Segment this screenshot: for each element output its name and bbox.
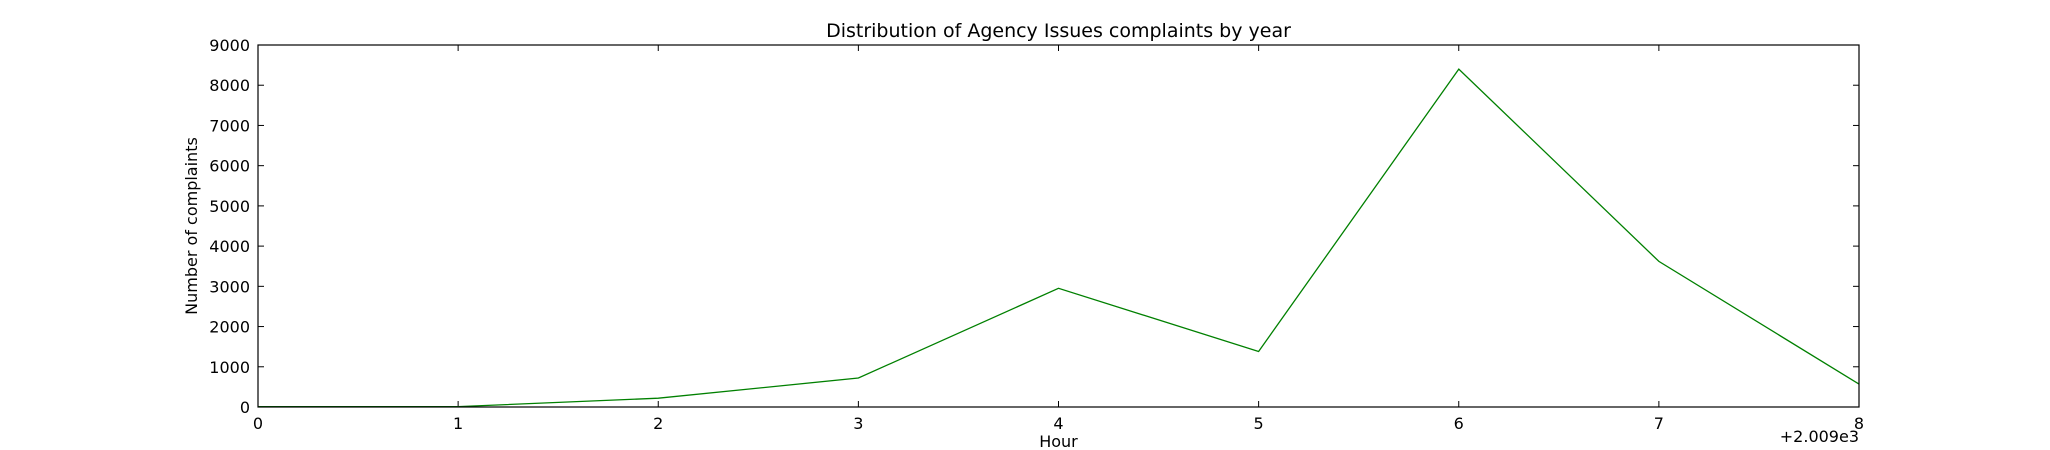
y-axis-label: Number of complaints — [182, 137, 201, 315]
x-tick-label: 3 — [853, 414, 863, 433]
y-tick-label: 4000 — [209, 237, 250, 256]
y-tick-label: 2000 — [209, 318, 250, 337]
x-tick-label: 4 — [1053, 414, 1063, 433]
axis-ticks: 0 1 2 3 4 5 6 7 8 0 1000 2000 3000 4000 5000 6000 7000 80… — [209, 36, 1864, 433]
x-axis-offset-label: +2.009e3 — [1780, 427, 1859, 446]
y-tick-label: 7000 — [209, 116, 250, 135]
y-tick-label: 1000 — [209, 358, 250, 377]
x-tick-label: 1 — [453, 414, 463, 433]
y-tick-label: 5000 — [209, 197, 250, 216]
x-axis-label: Hour — [1039, 432, 1078, 450]
x-tick-label: 2 — [653, 414, 663, 433]
chart-title: Distribution of Agency Issues complaints… — [826, 20, 1291, 42]
x-tick-label: 8 — [1854, 414, 1864, 433]
y-tick-label: 3000 — [209, 277, 250, 296]
x-tick-label: 5 — [1254, 414, 1264, 433]
y-tick-label: 0 — [240, 398, 250, 417]
plot-frame — [257, 44, 1860, 408]
x-tick-label: 0 — [253, 414, 263, 433]
series-layer — [258, 68, 1860, 408]
y-tick-label: 8000 — [209, 76, 250, 95]
x-tick-label: 7 — [1654, 414, 1664, 433]
x-tick-label: 6 — [1454, 414, 1464, 433]
series-line — [258, 68, 1860, 408]
y-tick-label: 6000 — [209, 157, 250, 176]
y-tick-label: 9000 — [209, 36, 250, 55]
